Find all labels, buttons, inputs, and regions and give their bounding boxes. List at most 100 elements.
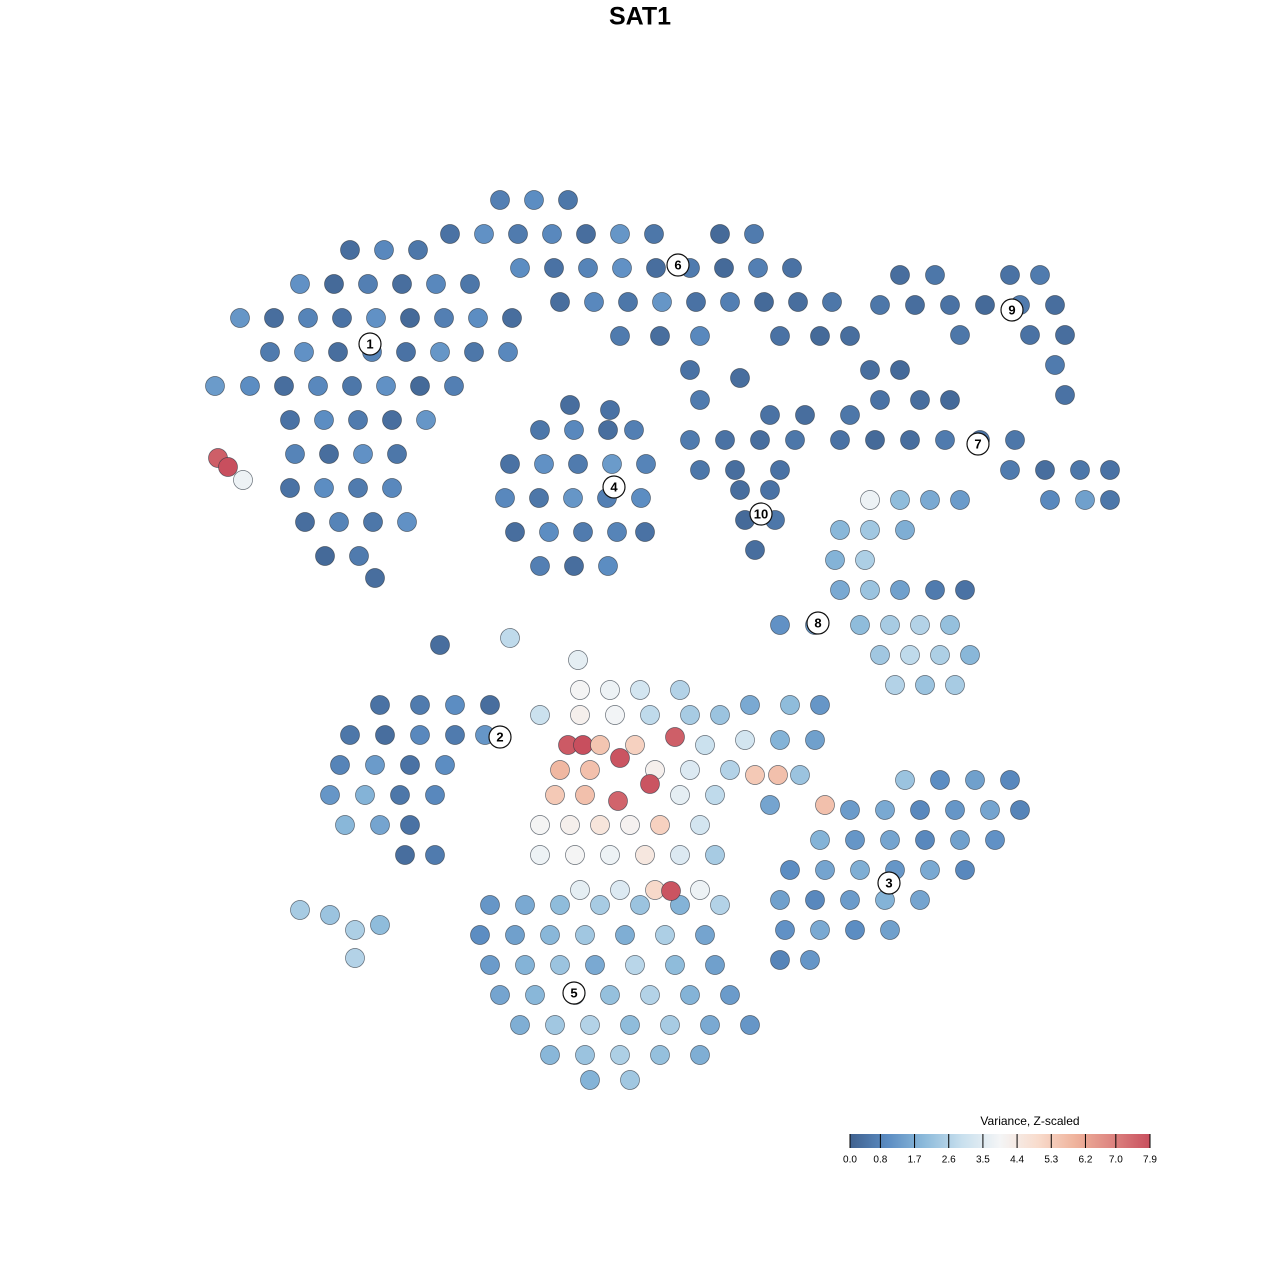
point — [425, 845, 445, 865]
point — [502, 308, 522, 328]
point — [375, 725, 395, 745]
point — [470, 925, 490, 945]
point — [744, 224, 764, 244]
point — [615, 925, 635, 945]
point — [585, 955, 605, 975]
point — [935, 430, 955, 450]
point — [400, 815, 420, 835]
point — [945, 800, 965, 820]
point — [365, 755, 385, 775]
cluster-badge — [1000, 298, 1024, 322]
point — [387, 444, 407, 464]
cluster-label: 1 — [366, 336, 373, 351]
point — [800, 950, 820, 970]
point — [840, 326, 860, 346]
point — [705, 785, 725, 805]
colorbar-title: Variance, Z-scaled — [980, 1114, 1079, 1128]
point — [895, 520, 915, 540]
point — [705, 845, 725, 865]
point — [382, 478, 402, 498]
point — [770, 730, 790, 750]
point — [298, 308, 318, 328]
cluster-badge — [666, 253, 690, 277]
point — [598, 556, 618, 576]
point — [1000, 265, 1020, 285]
point — [782, 258, 802, 278]
point — [376, 376, 396, 396]
point — [363, 512, 383, 532]
point — [840, 800, 860, 820]
point — [860, 360, 880, 380]
point — [573, 522, 593, 542]
point — [925, 580, 945, 600]
point — [1005, 430, 1025, 450]
colorbar-gradient — [850, 1134, 1150, 1148]
point — [925, 265, 945, 285]
point — [353, 444, 373, 464]
point — [618, 292, 638, 312]
point — [950, 325, 970, 345]
point — [348, 478, 368, 498]
point — [690, 460, 710, 480]
point — [785, 430, 805, 450]
point — [830, 580, 850, 600]
point — [725, 460, 745, 480]
point — [960, 645, 980, 665]
colorbar-tick-label: 4.4 — [1010, 1155, 1024, 1166]
point — [855, 550, 875, 570]
point — [775, 920, 795, 940]
point — [374, 240, 394, 260]
point — [274, 376, 294, 396]
point — [905, 295, 925, 315]
colorbar-tick-label: 2.6 — [942, 1155, 956, 1166]
point — [885, 675, 905, 695]
point — [875, 800, 895, 820]
cluster-badge — [562, 981, 586, 1005]
point — [1055, 325, 1075, 345]
point — [640, 985, 660, 1005]
point — [880, 830, 900, 850]
point — [650, 1045, 670, 1065]
point — [680, 760, 700, 780]
point — [955, 860, 975, 880]
point — [544, 258, 564, 278]
point — [860, 520, 880, 540]
point — [600, 680, 620, 700]
point — [560, 815, 580, 835]
point — [930, 770, 950, 790]
point — [730, 480, 750, 500]
point — [530, 815, 550, 835]
point — [558, 190, 578, 210]
point — [1045, 355, 1065, 375]
point — [329, 512, 349, 532]
point — [563, 488, 583, 508]
point — [366, 308, 386, 328]
point — [661, 881, 681, 901]
point — [349, 546, 369, 566]
point — [915, 675, 935, 695]
point — [815, 860, 835, 880]
point — [524, 190, 544, 210]
point — [860, 490, 880, 510]
point — [710, 224, 730, 244]
point — [805, 890, 825, 910]
point — [332, 308, 352, 328]
cluster-badge — [877, 871, 901, 895]
point — [845, 830, 865, 850]
point — [445, 695, 465, 715]
chart-title: SAT1 — [609, 3, 671, 31]
point — [710, 705, 730, 725]
point — [695, 735, 715, 755]
point — [950, 830, 970, 850]
colorbar-tick-label: 3.5 — [976, 1155, 990, 1166]
point — [468, 308, 488, 328]
point — [760, 795, 780, 815]
points — [205, 190, 1120, 1090]
point — [545, 1015, 565, 1035]
point — [382, 410, 402, 430]
point — [568, 454, 588, 474]
point — [750, 430, 770, 450]
point — [510, 1015, 530, 1035]
point — [530, 556, 550, 576]
